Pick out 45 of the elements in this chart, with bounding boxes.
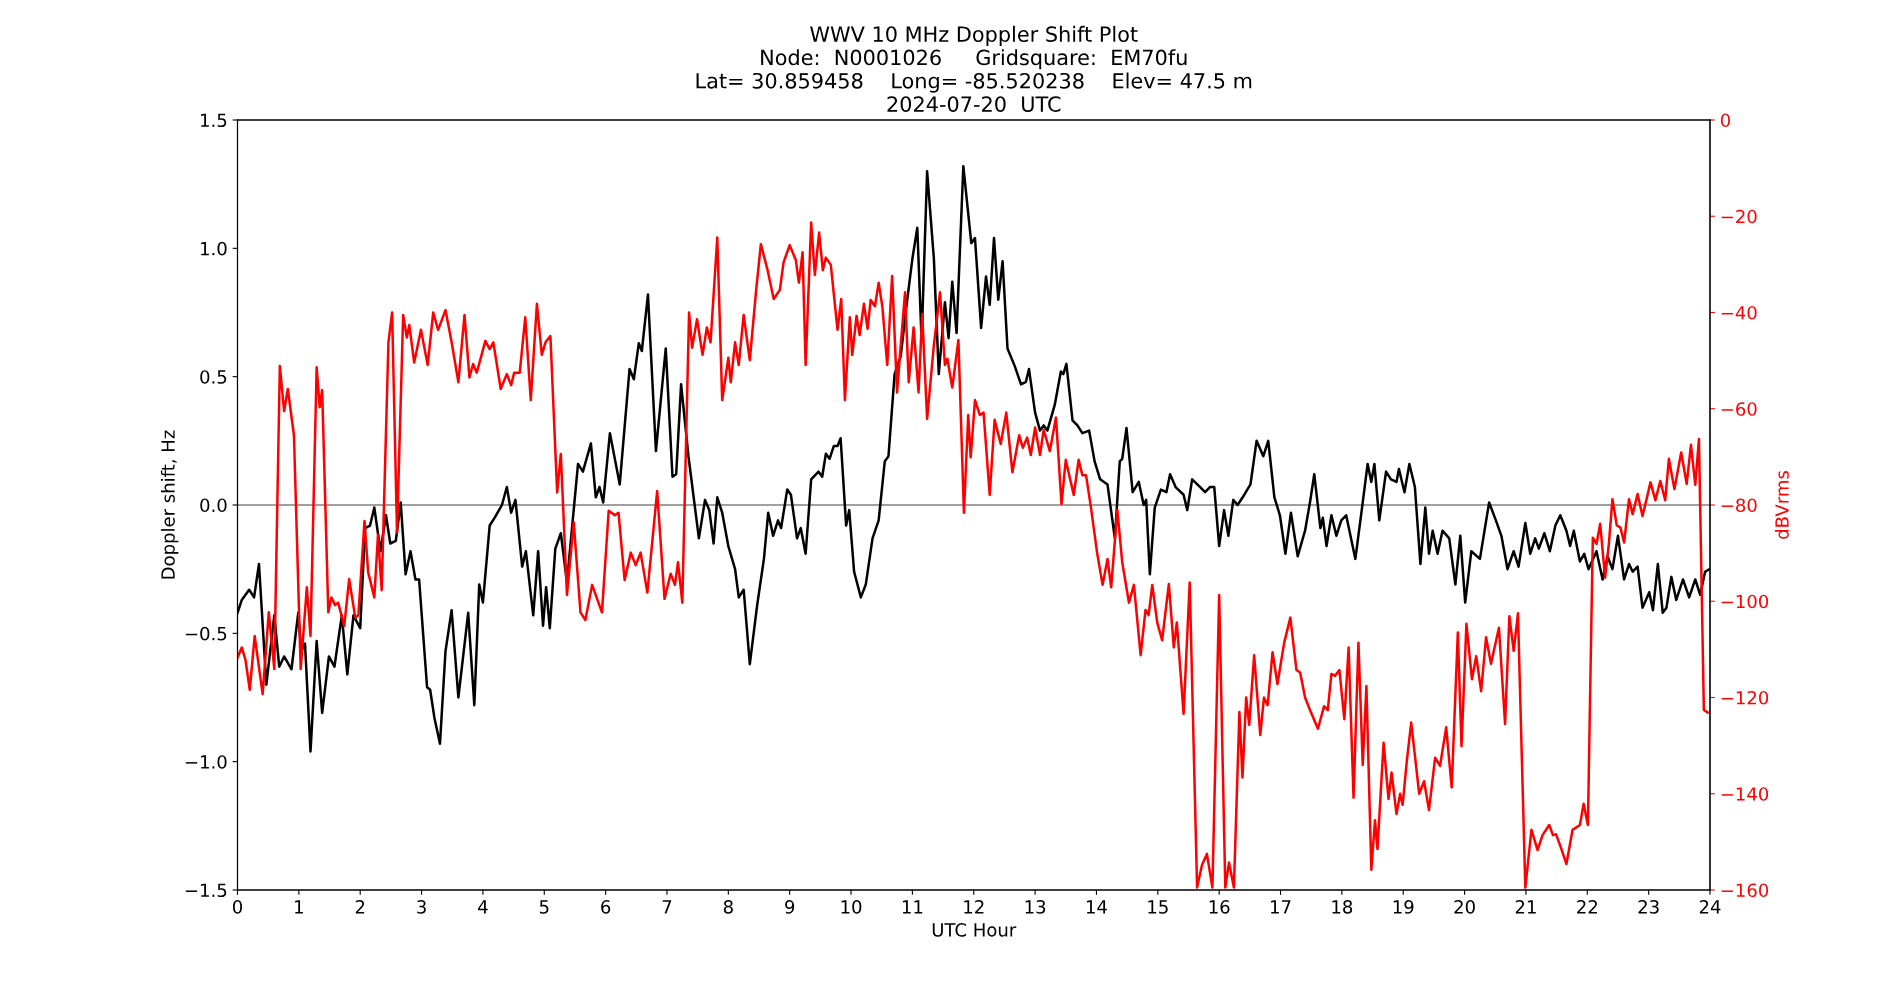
y2-tick-label: 0 [1720,113,1731,128]
y2-tick-label: −20 [1721,209,1757,224]
chart-title: WWV 10 MHz Doppler Shift Plot Node: N0001026 Gridsquare: EM70fu Lat= 30.859458 Long= -85.520238 Elev= 47.5 m 2024-07-20 UTC [696,25,1252,112]
x-tick-label: 3 [417,900,426,914]
y-tick-label: −1.5 [185,883,227,898]
x-tick-label: 17 [1271,900,1291,914]
x-axis-title: UTC Hour [932,923,1017,937]
x-tick-label: 20 [1454,900,1475,914]
x-tick-label: 7 [662,900,672,914]
y-tick-label: −0.5 [185,626,227,641]
x-tick-label: 23 [1638,900,1659,914]
y2-tick-label: −60 [1721,402,1757,416]
y2-axis-title: dBVrms [1774,471,1789,539]
y2-tick-label: −120 [1721,690,1769,705]
y-tick-label: 1.5 [201,113,227,128]
x-tick-label: 0 [232,900,243,914]
y-tick-label: −1.0 [185,755,227,769]
x-tick-label: 22 [1577,900,1597,914]
x-tick-label: 16 [1209,900,1230,914]
y2-tick-label: −40 [1721,305,1757,320]
x-tick-label: 14 [1086,900,1107,914]
x-tick-label: 6 [601,900,611,914]
x-tick-label: 12 [964,900,984,914]
y2-tick-label: −160 [1721,883,1769,898]
x-tick-label: 19 [1393,900,1414,914]
x-tick-label: 9 [785,900,795,914]
x-tick-label: 2 [355,900,365,914]
y-axis-title: Doppler shift, Hz [160,430,179,579]
x-tick-label: 11 [902,900,923,914]
x-tick-label: 4 [478,900,488,914]
y-tick-label: 0.0 [200,498,227,513]
y2-tick-label: −100 [1721,594,1769,609]
y-tick-label: 0.5 [200,370,227,384]
y-tick-label: 1.0 [201,241,227,256]
x-tick-label: 18 [1332,900,1353,914]
x-tick-label: 1 [295,900,303,914]
x-tick-label: 5 [539,900,549,914]
x-tick-label: 10 [841,900,862,914]
x-tick-label: 24 [1699,900,1721,914]
y2-tick-label: −140 [1721,787,1769,801]
y2-tick-label: −80 [1721,498,1757,513]
x-tick-label: 13 [1025,900,1046,914]
x-tick-label: 21 [1515,900,1536,914]
x-tick-label: 8 [723,900,733,914]
x-tick-label: 15 [1148,900,1168,914]
